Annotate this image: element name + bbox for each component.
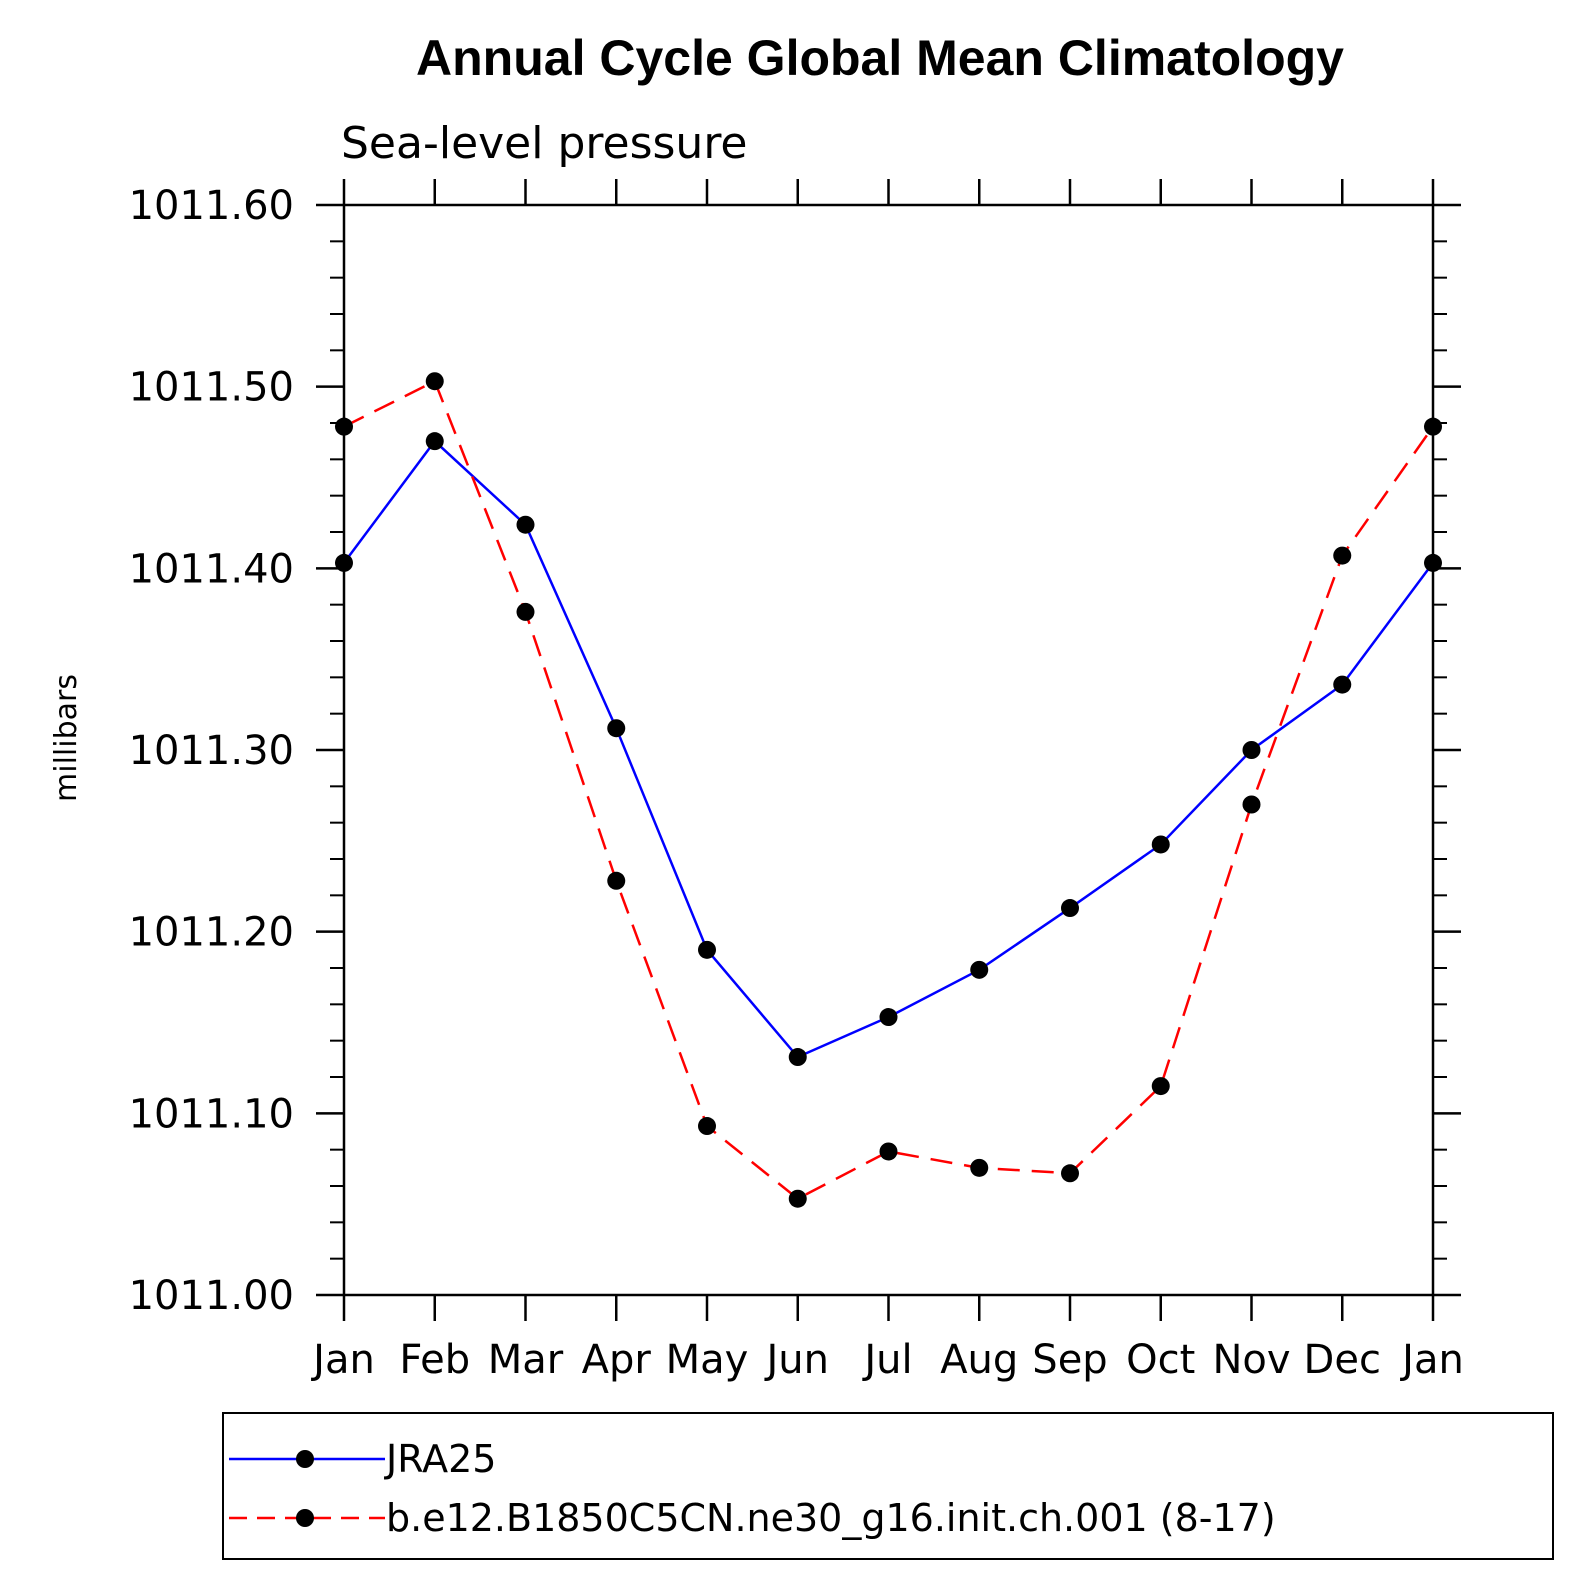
- series-lines: [342, 379, 1435, 1201]
- y-axis-label: millibars: [49, 674, 84, 802]
- x-tick-label: Mar: [488, 1337, 564, 1383]
- legend: JRA25 b.e12.B1850C5CN.ne30_g16.init.ch.0…: [222, 1412, 1554, 1560]
- y-tick-label: 1011.20: [129, 910, 294, 956]
- y-tick-label: 1011.10: [129, 1091, 294, 1137]
- x-tick-label: Sep: [1032, 1337, 1107, 1383]
- y-tick-label: 1011.30: [129, 728, 294, 774]
- data-point-series-0: [1333, 675, 1352, 694]
- series-points: [335, 372, 1442, 1208]
- y-tick-label: 1011.40: [129, 546, 294, 592]
- data-point-series-0: [970, 960, 989, 979]
- data-point-series-1: [970, 1158, 989, 1177]
- data-point-series-1: [1242, 795, 1261, 814]
- x-tick-label: Nov: [1212, 1337, 1290, 1383]
- data-point-series-1: [698, 1117, 716, 1136]
- y-tick-label: 1011.50: [129, 365, 294, 411]
- data-point-series-1: [879, 1142, 898, 1161]
- data-point-series-1: [425, 372, 444, 391]
- x-tick-label: Jul: [861, 1337, 912, 1383]
- x-tick-label: Jan: [1399, 1337, 1464, 1383]
- data-point-series-0: [1151, 835, 1170, 854]
- data-point-series-0: [879, 1008, 898, 1027]
- data-point-series-0: [425, 432, 444, 451]
- legend-marker-model: [296, 1509, 314, 1527]
- data-point-series-1: [516, 602, 535, 621]
- data-point-series-0: [607, 719, 626, 738]
- x-tick-label: Apr: [582, 1337, 652, 1383]
- legend-box: [222, 1412, 1554, 1560]
- x-tick-label: Dec: [1304, 1337, 1381, 1383]
- legend-marker-jra25: [296, 1450, 314, 1468]
- series-line-1: [343, 379, 1435, 1201]
- y-tick-label: 1011.60: [129, 183, 294, 229]
- axes: Jan Feb Mar Apr May Jun Jul Aug Sep Oct Nov Dec Jan 1…: [129, 179, 1464, 1383]
- data-point-series-0: [1061, 899, 1079, 918]
- data-point-series-0: [335, 553, 353, 572]
- x-tick-label: Jun: [764, 1337, 830, 1383]
- data-point-series-1: [1333, 546, 1352, 565]
- data-point-series-1: [788, 1189, 807, 1208]
- legend-label-jra25: JRA25: [384, 1437, 496, 1481]
- x-tick-label: Oct: [1126, 1337, 1195, 1383]
- data-point-series-1: [1424, 417, 1442, 436]
- x-tick-label: Feb: [399, 1337, 470, 1383]
- plot-frame: [342, 203, 1435, 1297]
- data-point-series-1: [607, 871, 626, 890]
- x-tick-label: Aug: [940, 1337, 1018, 1383]
- data-point-series-0: [698, 940, 716, 959]
- data-point-series-0: [1424, 553, 1442, 572]
- data-point-series-1: [1151, 1077, 1170, 1096]
- series-line-0: [342, 439, 1435, 1059]
- data-point-series-0: [516, 515, 535, 534]
- data-point-series-1: [1061, 1164, 1079, 1183]
- y-tick-label: 1011.00: [129, 1273, 294, 1319]
- data-point-series-0: [788, 1048, 807, 1067]
- chart-subtitle: Sea-level pressure: [341, 118, 748, 169]
- x-tick-label: May: [666, 1337, 749, 1383]
- x-tick-label: Jan: [310, 1337, 375, 1383]
- data-point-series-1: [335, 417, 353, 436]
- legend-label-model: b.e12.B1850C5CN.ne30_g16.init.ch.001 (8-…: [386, 1496, 1276, 1540]
- data-point-series-0: [1242, 741, 1261, 759]
- chart-title: Annual Cycle Global Mean Climatology: [416, 30, 1344, 86]
